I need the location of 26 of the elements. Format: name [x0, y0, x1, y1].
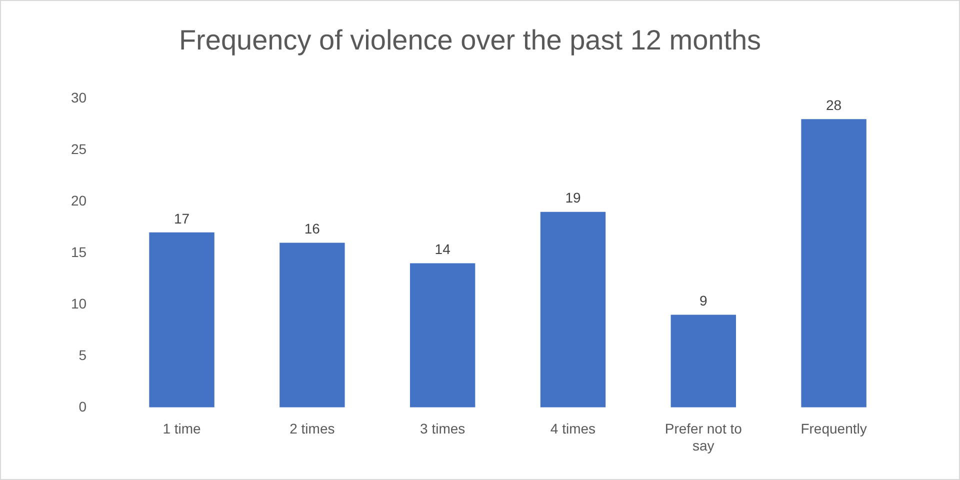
chart-title: Frequency of violence over the past 12 months [178, 24, 762, 56]
data-label: 17 [174, 210, 190, 226]
x-tick-label: 2 times [290, 420, 335, 437]
bar [280, 242, 345, 408]
bar [670, 314, 736, 408]
data-label: 9 [699, 292, 708, 309]
bar [149, 232, 214, 408]
y-tick-label: 0 [78, 398, 87, 414]
bar [801, 119, 866, 408]
x-tick-label: Prefer not to say [664, 420, 742, 454]
y-tick-label: 30 [70, 89, 87, 106]
data-label: 16 [304, 220, 320, 237]
y-tick-label: 25 [70, 140, 87, 157]
y-tick-label: 20 [70, 192, 87, 208]
bar [410, 263, 476, 408]
bar [540, 212, 606, 408]
y-tick-label: 10 [70, 295, 87, 312]
x-tick-label: 4 times [550, 420, 596, 437]
data-label: 14 [434, 241, 451, 258]
x-tick-label: 3 times [420, 420, 466, 437]
y-tick-label: 15 [70, 244, 87, 260]
x-tick-label: 1 time [162, 420, 202, 437]
data-label: 19 [565, 190, 581, 206]
data-label: 28 [826, 97, 842, 114]
y-tick-label: 5 [78, 346, 87, 363]
x-tick-label: Frequently [800, 420, 867, 437]
